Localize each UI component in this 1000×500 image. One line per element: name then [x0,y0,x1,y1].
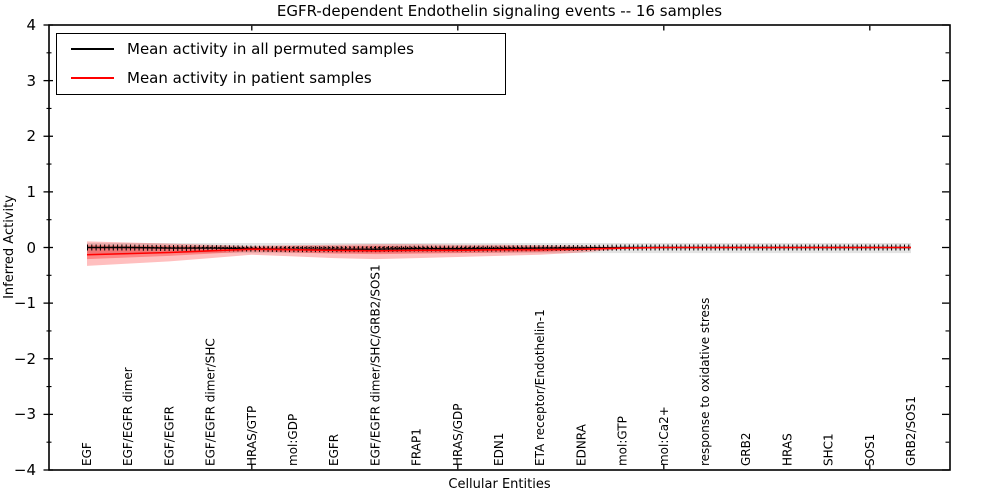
figure-title: EGFR-dependent Endothelin signaling even… [276,2,723,20]
x-tick-label: EGF [80,442,94,466]
x-tick-label: HRAS [780,433,794,466]
y-tick-label: 1 [26,182,36,201]
y-tick-label: −3 [13,405,36,424]
x-tick-label: EGF/EGFR dimer [121,367,135,466]
y-tick-label: 2 [26,127,36,146]
x-tick-label: FRAP1 [410,428,424,466]
x-tick-label: response to oxidative stress [698,298,712,466]
x-tick-label: EGF/EGFR [162,406,176,466]
x-tick-label: GRB2/SOS1 [904,396,918,466]
legend-item-label: Mean activity in patient samples [127,68,372,87]
x-tick-label: mol:GDP [286,414,300,466]
x-tick-label: ETA receptor/Endothelin-1 [533,309,547,466]
legend-item-patient: Mean activity in patient samples [57,63,505,92]
legend-line-sample-patient [71,76,114,79]
patient-mean-line [86,246,911,256]
x-tick-label: SOS1 [863,434,877,466]
x-tick-label: mol:Ca2+ [657,406,671,466]
y-tick-labels: 4 3 2 1 0 −1 −2 −3 −4 [0,0,43,500]
x-tick-label: HRAS/GTP [245,406,259,466]
y-tick-label: −2 [13,349,36,368]
y-tick-label: 3 [26,71,36,90]
legend-item-label: Mean activity in all permuted samples [127,39,414,58]
x-tick-label: EDN1 [492,433,506,466]
x-tick-label: EDNRA [574,423,588,466]
x-tick-label: EGF/EGFR dimer/SHC/GRB2/SOS1 [368,264,382,466]
x-tick-label: HRAS/GDP [451,403,465,466]
x-tick-label: EGFR [327,434,341,466]
y-tick-label: −1 [13,294,36,313]
legend-line-sample-permuted [71,47,114,50]
legend-box: Mean activity in all permuted samples Me… [56,33,506,95]
x-tick-label: mol:GTP [616,416,630,466]
x-tick-label: EGF/EGFR dimer/SHC [204,338,218,466]
legend-item-permuted: Mean activity in all permuted samples [57,34,505,63]
x-tick-label: SHC1 [822,433,836,466]
y-tick-label: 0 [26,238,36,257]
x-tick-label: GRB2 [739,432,753,466]
y-tick-label: −4 [13,461,36,479]
y-tick-label: 4 [26,16,36,34]
x-axis-label: Cellular Entities [448,477,551,492]
